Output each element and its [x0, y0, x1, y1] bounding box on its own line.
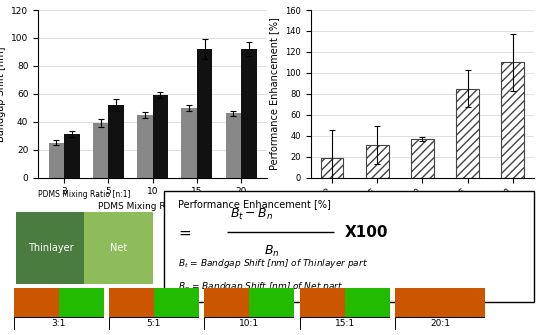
Bar	[64, 134, 80, 178]
Bar	[197, 49, 213, 178]
Text: Thinlayer: Thinlayer	[28, 243, 73, 253]
Bar	[241, 49, 257, 178]
Bar	[395, 288, 440, 317]
Bar	[153, 95, 168, 178]
Bar	[204, 288, 250, 317]
Text: $B_n$ = Bandgap Shift [nm] of Net part: $B_n$ = Bandgap Shift [nm] of Net part	[178, 279, 344, 292]
Bar	[300, 288, 345, 317]
Bar	[154, 288, 199, 317]
Bar	[109, 288, 154, 317]
Bar	[456, 88, 479, 178]
Text: 10:1: 10:1	[239, 319, 259, 328]
X-axis label: PDMS Mixing Ratio [n:1]: PDMS Mixing Ratio [n:1]	[98, 202, 207, 211]
Text: Performance Enhancement [%]: Performance Enhancement [%]	[178, 199, 331, 209]
Bar	[501, 62, 524, 178]
Bar	[93, 123, 108, 178]
Text: $B_n$: $B_n$	[264, 244, 279, 259]
Text: $B_t-B_n$: $B_t-B_n$	[230, 207, 274, 222]
Text: 3:1: 3:1	[51, 319, 66, 328]
Text: =: =	[178, 225, 191, 241]
Text: X100: X100	[345, 225, 389, 241]
Bar	[321, 158, 343, 178]
Bar	[250, 288, 294, 317]
Text: PDMS Mixing Ratio [n:1]: PDMS Mixing Ratio [n:1]	[38, 190, 131, 199]
X-axis label: PDMS Mixing Ratio [n:1]: PDMS Mixing Ratio [n:1]	[368, 220, 477, 229]
Text: 5:1: 5:1	[147, 319, 161, 328]
Y-axis label: Performance Enhancement [%]: Performance Enhancement [%]	[269, 17, 280, 170]
Bar	[345, 288, 390, 317]
Bar	[16, 212, 84, 284]
Bar	[59, 288, 104, 317]
Text: $B_t$ = Bandgap Shift [nm] of Thinlayer part: $B_t$ = Bandgap Shift [nm] of Thinlayer …	[178, 257, 368, 270]
Y-axis label: Bandgap Shift [nm]: Bandgap Shift [nm]	[0, 46, 5, 142]
Text: 20:1: 20:1	[430, 319, 450, 328]
Bar	[49, 143, 64, 178]
Bar	[137, 115, 153, 178]
Bar	[226, 113, 241, 178]
Bar	[440, 288, 485, 317]
Bar	[84, 212, 153, 284]
Bar	[14, 288, 59, 317]
Bar	[108, 105, 124, 178]
Bar	[411, 139, 434, 178]
Text: Net: Net	[110, 243, 127, 253]
Text: 15:1: 15:1	[335, 319, 355, 328]
Bar	[181, 108, 197, 178]
Bar	[366, 145, 389, 178]
